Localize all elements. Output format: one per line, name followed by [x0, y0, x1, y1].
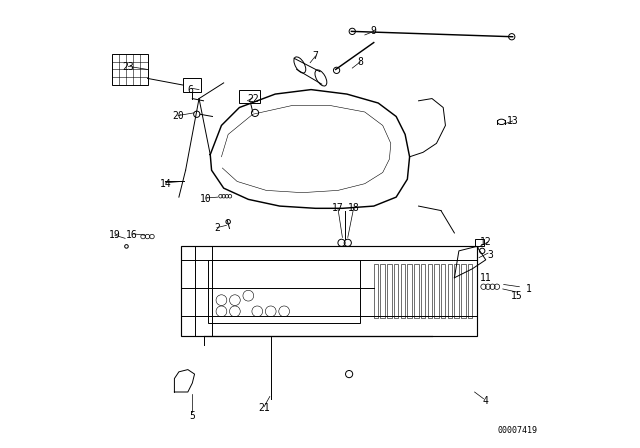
Text: 17: 17	[332, 203, 344, 213]
Text: 3: 3	[487, 250, 493, 260]
Text: 00007419: 00007419	[497, 426, 537, 435]
Text: 22: 22	[247, 94, 259, 103]
Bar	[208, 260, 360, 323]
Bar	[401, 264, 405, 318]
Text: 2: 2	[214, 224, 220, 233]
Text: 16: 16	[126, 230, 138, 240]
Text: 19: 19	[109, 230, 121, 240]
Text: 11: 11	[480, 273, 492, 283]
Text: 6: 6	[187, 85, 193, 95]
Bar	[407, 264, 412, 318]
Text: 20: 20	[172, 112, 184, 121]
Text: 14: 14	[159, 179, 172, 189]
Bar	[414, 264, 419, 318]
Bar	[421, 264, 426, 318]
Bar	[184, 78, 202, 92]
Text: 15: 15	[511, 291, 523, 301]
Text: 5: 5	[189, 411, 195, 421]
Text: 13: 13	[507, 116, 518, 126]
Text: 18: 18	[348, 203, 360, 213]
Bar	[454, 264, 459, 318]
Bar	[239, 90, 260, 103]
Text: 12: 12	[480, 237, 492, 247]
Bar	[394, 264, 398, 318]
Bar	[448, 264, 452, 318]
Bar	[475, 239, 484, 246]
Bar	[441, 264, 445, 318]
Text: 1: 1	[525, 284, 531, 294]
Text: 4: 4	[483, 396, 489, 406]
Text: 10: 10	[200, 194, 212, 204]
Bar	[461, 264, 466, 318]
Text: 7: 7	[312, 51, 319, 61]
Bar	[380, 264, 385, 318]
Bar	[181, 246, 477, 336]
Bar	[387, 264, 392, 318]
Bar	[468, 264, 472, 318]
Bar	[435, 264, 439, 318]
Text: 9: 9	[371, 26, 377, 36]
Bar	[112, 54, 148, 85]
Text: 21: 21	[258, 403, 270, 413]
Text: 23: 23	[122, 62, 134, 72]
Text: 8: 8	[357, 57, 364, 67]
Bar	[374, 264, 378, 318]
Bar	[428, 264, 432, 318]
